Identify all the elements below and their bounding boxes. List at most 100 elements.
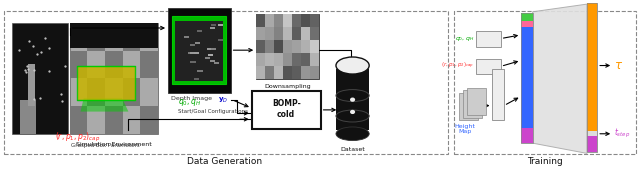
Bar (191, 61, 195, 63)
Text: Start/Goal Configurations: Start/Goal Configurations (178, 109, 248, 114)
Bar (265, 27, 274, 40)
Text: Dataset: Dataset (340, 147, 365, 152)
Bar (265, 14, 274, 27)
Text: $(r,p_1,p_2)_{cap}$: $(r,p_1,p_2)_{cap}$ (55, 131, 100, 144)
Text: Simulation Environment: Simulation Environment (76, 142, 152, 147)
Bar (274, 27, 283, 40)
Bar (301, 66, 310, 79)
Bar (195, 42, 200, 44)
Bar (70, 51, 87, 78)
Bar (292, 27, 301, 40)
Bar (310, 53, 319, 66)
Bar (521, 13, 532, 143)
Bar (301, 53, 310, 66)
Bar (274, 40, 283, 53)
Bar (218, 39, 223, 41)
Bar (168, 8, 230, 93)
Bar (283, 53, 292, 66)
Ellipse shape (350, 110, 355, 114)
Ellipse shape (336, 127, 369, 141)
Bar (274, 14, 283, 27)
Bar (105, 51, 122, 78)
Bar (521, 13, 532, 143)
Bar (70, 23, 158, 134)
Bar (587, 3, 597, 152)
Bar (454, 11, 636, 154)
Text: Data Generation: Data Generation (187, 157, 262, 166)
Bar (210, 27, 215, 29)
Bar (310, 27, 319, 40)
Bar (70, 23, 158, 49)
Bar (195, 78, 200, 80)
Ellipse shape (336, 57, 369, 74)
Bar (12, 23, 68, 134)
Polygon shape (77, 66, 135, 100)
Bar (283, 14, 292, 27)
Bar (122, 78, 140, 106)
Bar (184, 36, 189, 38)
Bar (587, 3, 597, 152)
Bar (87, 78, 105, 106)
Bar (265, 53, 274, 66)
Bar (521, 21, 532, 27)
Bar (197, 30, 202, 32)
Text: $q_0,q_H$: $q_0,q_H$ (454, 35, 474, 43)
Bar (256, 66, 265, 79)
Bar (205, 57, 210, 59)
Bar (336, 69, 369, 130)
Polygon shape (81, 98, 129, 112)
Bar (310, 14, 319, 27)
Text: $t_{step}$: $t_{step}$ (614, 127, 630, 140)
Bar (210, 60, 215, 62)
Bar (283, 40, 292, 53)
Bar (218, 24, 223, 26)
Bar (140, 106, 158, 134)
Bar (122, 23, 140, 51)
Bar (301, 27, 310, 40)
Bar (188, 52, 193, 54)
Bar (587, 136, 597, 152)
Text: Training: Training (527, 157, 563, 166)
Bar (292, 14, 301, 27)
Text: Grasped Box Parameters: Grasped Box Parameters (71, 143, 140, 148)
Bar (175, 21, 223, 81)
Bar (256, 40, 265, 53)
Bar (211, 48, 216, 50)
Bar (463, 90, 482, 118)
Bar (521, 128, 532, 143)
Bar (292, 66, 301, 79)
Bar (521, 13, 532, 21)
Bar (172, 16, 226, 84)
Text: $\mathbf{y}_D$: $\mathbf{y}_D$ (218, 96, 228, 105)
Bar (140, 51, 158, 78)
Bar (70, 106, 87, 134)
Bar (292, 40, 301, 53)
Bar (460, 93, 478, 120)
Bar (87, 23, 105, 51)
Bar (476, 59, 500, 74)
Bar (301, 14, 310, 27)
Text: $(r,p_1,p_2)_{cap}$: $(r,p_1,p_2)_{cap}$ (441, 61, 474, 72)
Bar (265, 66, 274, 79)
Bar (207, 48, 212, 50)
Bar (197, 70, 202, 72)
Bar (301, 40, 310, 53)
Ellipse shape (350, 98, 355, 102)
Bar (214, 62, 220, 64)
Text: BOMP-
cold: BOMP- cold (272, 99, 301, 119)
Bar (189, 44, 195, 46)
Text: Depth Image: Depth Image (172, 96, 214, 101)
Bar (20, 100, 36, 134)
Bar (4, 11, 448, 154)
Bar (265, 40, 274, 53)
Bar (105, 106, 122, 134)
Bar (252, 91, 321, 129)
Bar (189, 52, 195, 53)
Text: Downsampling
& Crop: Downsampling & Crop (264, 84, 311, 95)
Bar (274, 53, 283, 66)
Bar (292, 53, 301, 66)
Bar (274, 66, 283, 79)
Text: Height
Map: Height Map (454, 123, 476, 134)
Bar (207, 54, 212, 56)
Bar (28, 64, 35, 106)
